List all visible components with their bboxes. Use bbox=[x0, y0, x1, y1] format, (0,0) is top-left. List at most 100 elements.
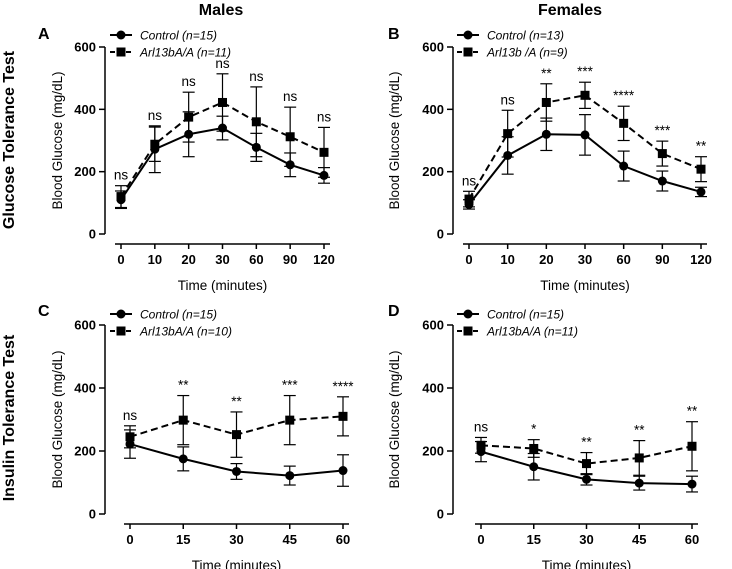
x-tick-label: 60 bbox=[336, 532, 350, 547]
data-point bbox=[178, 415, 188, 425]
y-tick-label: 600 bbox=[422, 318, 444, 333]
significance-label: ** bbox=[634, 423, 645, 438]
significance-label: ns bbox=[249, 69, 264, 84]
panel-letter: A bbox=[38, 26, 50, 43]
significance-label: ** bbox=[696, 139, 707, 154]
x-tick-label: 20 bbox=[181, 252, 195, 267]
significance-label: ns bbox=[317, 109, 332, 124]
x-tick-label: 30 bbox=[579, 532, 593, 547]
legend-label: Arl13bA/A (n=11) bbox=[139, 46, 231, 60]
x-tick-label: 10 bbox=[148, 252, 162, 267]
data-point bbox=[464, 194, 474, 204]
data-point bbox=[285, 132, 295, 142]
significance-label: *** bbox=[577, 64, 594, 79]
legend-marker bbox=[116, 326, 126, 336]
data-point bbox=[582, 474, 591, 484]
significance-label: **** bbox=[332, 379, 354, 394]
y-tick-label: 200 bbox=[74, 444, 96, 459]
significance-label: **** bbox=[613, 88, 635, 103]
y-axis-label: Blood Glucose (mg/dL) bbox=[50, 71, 65, 209]
series-control bbox=[463, 114, 707, 210]
panel-b: B 0 200 400 600 0 10 20 30 60 90 120 Time (minutes) B… bbox=[387, 26, 712, 293]
x-tick-label: 60 bbox=[249, 252, 263, 267]
y-tick-label: 400 bbox=[422, 381, 444, 396]
data-point bbox=[634, 453, 644, 463]
data-point bbox=[687, 479, 697, 489]
column-title-females: Females bbox=[538, 2, 602, 19]
x-tick-label: 30 bbox=[229, 532, 243, 547]
x-tick-label: 0 bbox=[126, 532, 133, 547]
series-line bbox=[480, 444, 693, 465]
row-title-glucose-tolerance: Glucose Tolerance Test bbox=[1, 50, 18, 229]
panel-c: C 0 200 400 600 0 15 30 45 60 Time (minutes) Blood … bbox=[38, 303, 354, 569]
data-point bbox=[657, 176, 667, 186]
significance-label: ns bbox=[501, 92, 516, 107]
x-tick-label: 90 bbox=[283, 252, 297, 267]
data-point bbox=[338, 411, 348, 421]
column-title-males: Males bbox=[199, 2, 244, 19]
significance-label: * bbox=[531, 422, 537, 437]
x-tick-label: 0 bbox=[117, 252, 124, 267]
legend-label: Control (n=15) bbox=[140, 308, 217, 322]
x-tick-label: 20 bbox=[539, 252, 553, 267]
data-point bbox=[619, 161, 629, 171]
x-axis-label: Time (minutes) bbox=[192, 558, 282, 569]
significance-label: ns bbox=[215, 56, 230, 71]
significance-label: ** bbox=[231, 394, 242, 409]
significance-label: ns bbox=[474, 419, 489, 434]
data-point bbox=[696, 164, 706, 174]
panel-letter: D bbox=[388, 303, 400, 320]
legend-marker bbox=[116, 47, 126, 57]
x-tick-label: 30 bbox=[215, 252, 229, 267]
y-tick-label: 200 bbox=[74, 164, 96, 179]
y-tick-label: 0 bbox=[437, 507, 444, 522]
series-arl13b bbox=[463, 81, 707, 208]
legend-marker bbox=[463, 309, 473, 319]
data-point bbox=[541, 97, 551, 107]
row-title-insulin-tolerance: Insulin Tolerance Test bbox=[1, 334, 18, 501]
significance-label: ** bbox=[178, 378, 189, 393]
x-tick-label: 0 bbox=[465, 252, 472, 267]
x-tick-label: 120 bbox=[313, 252, 335, 267]
x-tick-label: 0 bbox=[477, 532, 484, 547]
x-tick-label: 120 bbox=[690, 252, 712, 267]
legend-label: Control (n=13) bbox=[487, 29, 564, 43]
x-tick-label: 30 bbox=[578, 252, 592, 267]
y-tick-label: 600 bbox=[74, 318, 96, 333]
data-point bbox=[251, 117, 261, 127]
series-arl13b bbox=[475, 421, 698, 476]
legend-marker bbox=[463, 326, 473, 336]
panel-a: A 0 200 400 600 0 10 20 30 60 90 120 Time (minutes) B… bbox=[38, 26, 335, 293]
y-tick-label: 400 bbox=[74, 381, 96, 396]
legend-label: Control (n=15) bbox=[487, 308, 564, 322]
data-point bbox=[541, 129, 551, 139]
y-tick-label: 0 bbox=[89, 507, 96, 522]
data-point bbox=[529, 443, 539, 453]
x-axis-label: Time (minutes) bbox=[178, 278, 268, 293]
data-point bbox=[285, 415, 295, 425]
data-point bbox=[529, 462, 539, 472]
data-point bbox=[116, 192, 126, 202]
data-point bbox=[232, 466, 241, 476]
x-tick-label: 60 bbox=[685, 532, 699, 547]
significance-label: ns bbox=[182, 74, 197, 89]
data-point bbox=[580, 90, 590, 100]
legend-label: Arl13b /A (n=9) bbox=[486, 46, 568, 60]
data-point bbox=[687, 441, 697, 451]
x-tick-label: 15 bbox=[176, 532, 190, 547]
data-point bbox=[476, 440, 486, 450]
data-point bbox=[150, 139, 160, 149]
data-point bbox=[184, 112, 194, 122]
legend-label: Arl13bA/A (n=10) bbox=[139, 325, 232, 339]
x-tick-label: 45 bbox=[632, 532, 646, 547]
significance-label: ** bbox=[541, 66, 552, 81]
x-axis-label: Time (minutes) bbox=[540, 278, 630, 293]
x-tick-label: 10 bbox=[500, 252, 514, 267]
data-point bbox=[582, 459, 591, 469]
y-tick-label: 600 bbox=[74, 40, 96, 55]
y-tick-label: 400 bbox=[74, 102, 96, 117]
significance-label: ns bbox=[283, 89, 298, 104]
significance-label: *** bbox=[654, 123, 671, 138]
